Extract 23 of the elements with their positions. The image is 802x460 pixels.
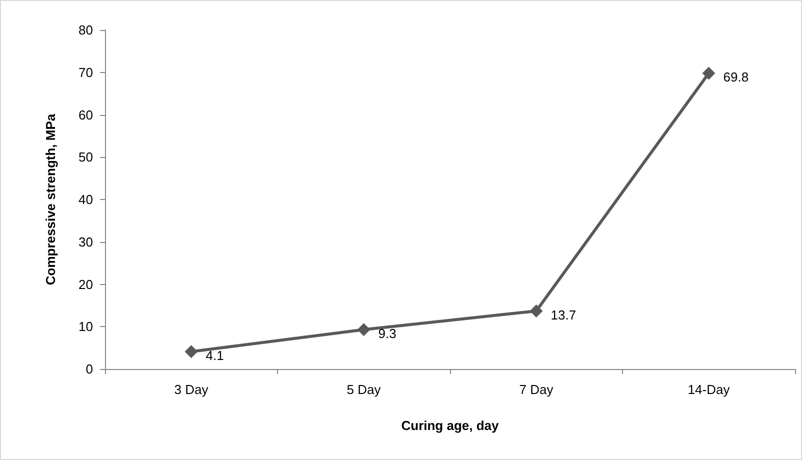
y-tick-label: 10: [78, 319, 93, 334]
x-tick-label: 14-Day: [688, 382, 730, 397]
y-tick-label: 50: [78, 150, 93, 165]
data-label: 4.1: [206, 348, 224, 364]
data-label: 69.8: [723, 70, 749, 85]
y-tick-label: 80: [78, 22, 93, 38]
x-tick-label: 5 Day: [346, 382, 382, 397]
point: [357, 323, 370, 336]
y-tick-label: 60: [78, 107, 93, 122]
point: [530, 304, 543, 318]
point: [702, 66, 716, 80]
x-tick-label: 3 Day: [174, 382, 209, 397]
data-label: 13.7: [550, 307, 576, 322]
y-tick-label: 40: [78, 192, 93, 207]
x-axis-title: Curing age, day: [401, 418, 500, 433]
y-tick-label: 70: [78, 64, 93, 80]
y-tick-label: 0: [86, 362, 93, 376]
data-label: 9.3: [378, 326, 396, 342]
y-tick-label: 20: [78, 276, 93, 292]
y-tick-label: 30: [78, 234, 93, 250]
point: [184, 345, 198, 358]
y-axis-title: Compressive strength, MPa: [43, 113, 58, 286]
x-tick-label: 7 Day: [519, 382, 554, 397]
